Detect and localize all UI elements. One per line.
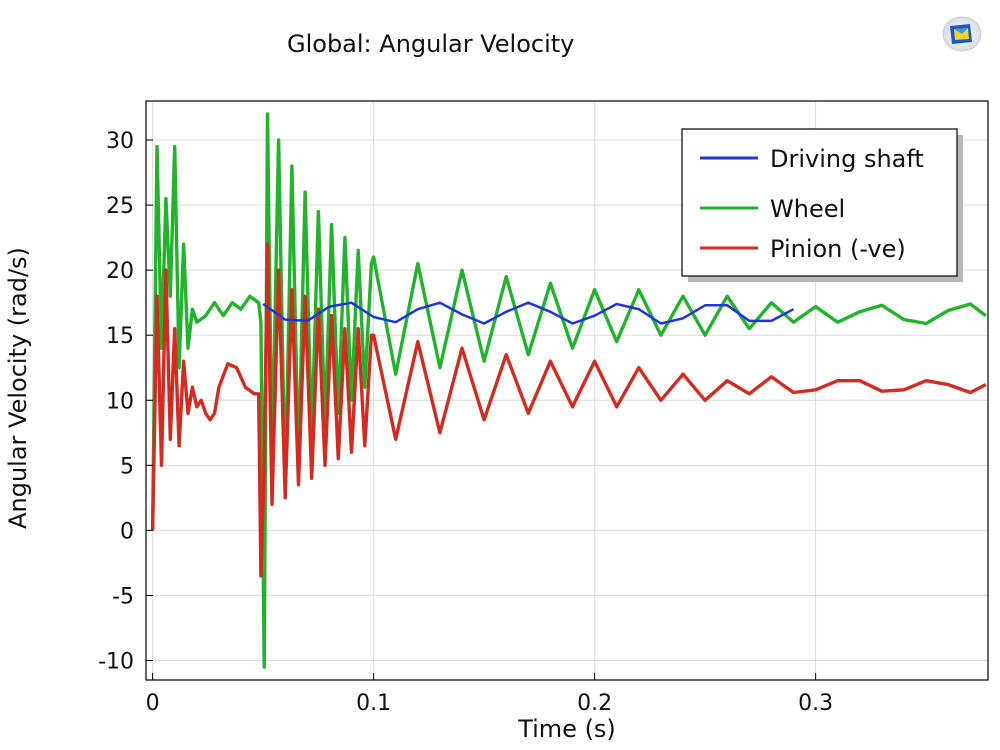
legend-label-pinion: Pinion (-ve) [770, 235, 906, 263]
y-axis-label: Angular Velocity (rad/s) [4, 247, 32, 529]
y-axis-ticks: -10 -5 0 5 10 15 20 25 30 [98, 129, 153, 674]
x-tick-label: 0.1 [356, 691, 391, 716]
legend-box [681, 128, 958, 277]
x-tick-label: 0.2 [577, 691, 612, 716]
chart-title: Global: Angular Velocity [287, 30, 575, 58]
y-tick-label: 20 [106, 259, 134, 284]
y-tick-label: 10 [106, 389, 134, 414]
x-axis-label: Time (s) [517, 715, 616, 743]
series-line-wheel [150, 112, 987, 669]
y-tick-label: -5 [112, 584, 134, 609]
y-tick-label: 15 [106, 324, 134, 349]
y-tick-label: 0 [120, 519, 134, 544]
x-axis-ticks: 0 0.1 0.2 0.3 [146, 673, 833, 716]
legend-label-driving-shaft: Driving shaft [770, 145, 924, 173]
series-lines [150, 112, 987, 669]
legend-label-wheel: Wheel [770, 195, 845, 223]
x-tick-label: 0.3 [798, 691, 833, 716]
series-line-pinion-ve [150, 242, 987, 578]
series-line-driving-shaft [262, 301, 795, 325]
y-tick-label: 30 [106, 129, 134, 154]
plot-frame [145, 100, 989, 681]
app-logo-icon [942, 16, 982, 52]
y-tick-label: 25 [106, 194, 134, 219]
x-tick-label: 0 [146, 691, 160, 716]
y-tick-label: 5 [120, 454, 134, 479]
y-tick-label: -10 [98, 649, 134, 674]
legend: Driving shaft Wheel Pinion (-ve) [681, 128, 963, 282]
